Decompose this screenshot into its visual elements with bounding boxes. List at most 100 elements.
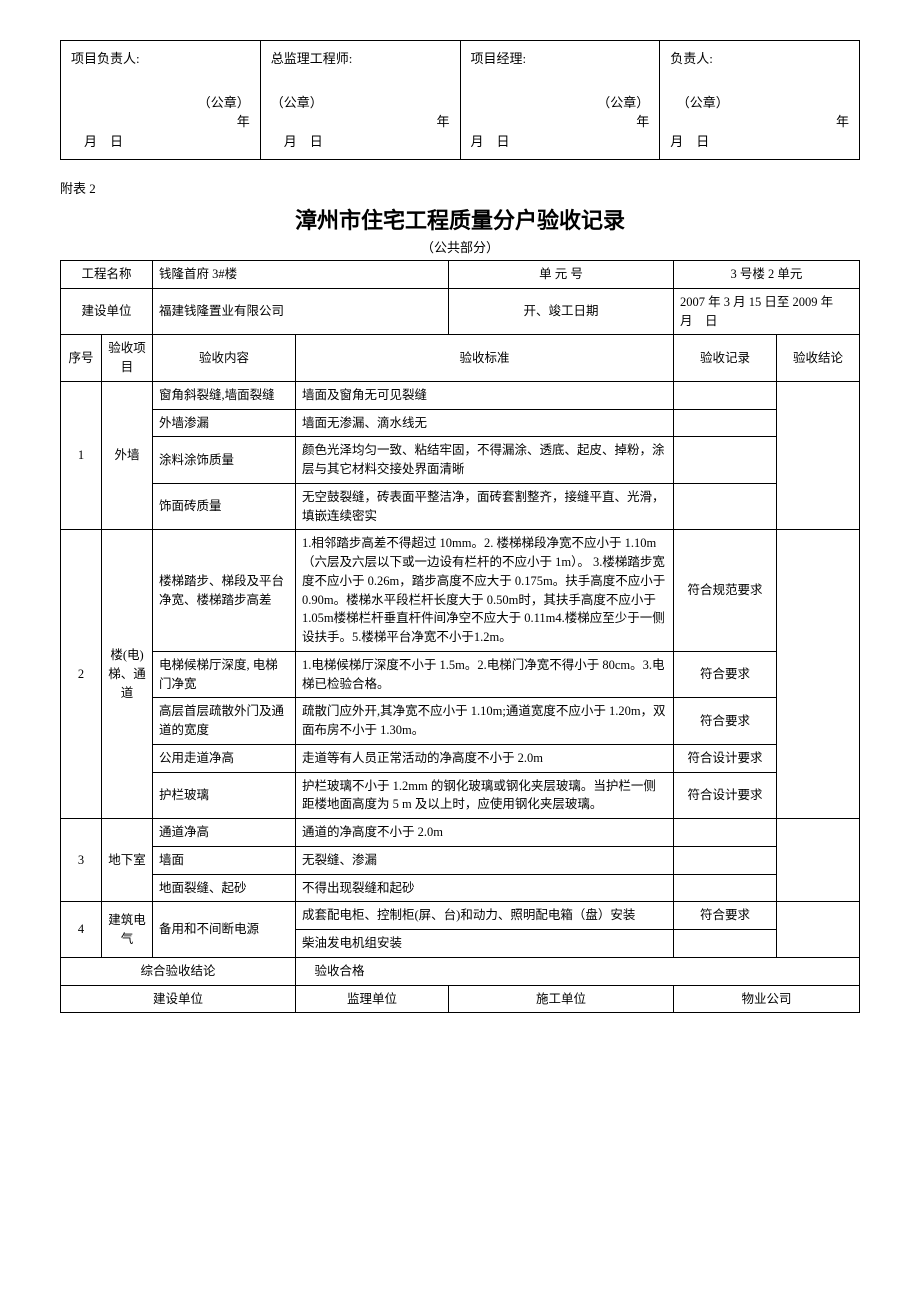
- signature-block: 项目负责人: （公章） 年 月 日 总监理工程师: （公章） 年 月 日 项目经…: [60, 40, 860, 160]
- record-cell: 符合规范要求: [674, 530, 777, 652]
- content-cell: 饰面砖质量: [153, 483, 296, 530]
- content-cell: 楼梯踏步、梯段及平台净宽、楼梯踏步高差: [153, 530, 296, 652]
- header-row-2: 建设单位 福建钱隆置业有限公司 开、竣工日期 2007 年 3 月 15 日至 …: [61, 288, 860, 335]
- record-cell: 符合要求: [674, 902, 777, 930]
- content-cell: 涂料涂饰质量: [153, 437, 296, 484]
- month-2: 月: [284, 134, 297, 149]
- table-row: 饰面砖质量 无空鼓裂缝，砖表面平整洁净，面砖套割整齐，接缝平直、光滑，填嵌连续密…: [61, 483, 860, 530]
- seal-2: （公章）: [271, 93, 450, 113]
- project-name-value: 钱隆首府 3#楼: [153, 261, 449, 289]
- month-4: 月: [670, 134, 683, 149]
- record-cell: 符合要求: [674, 651, 777, 698]
- record-cell: 符合设计要求: [674, 772, 777, 819]
- role-label-4: 负责人:: [670, 49, 849, 69]
- conclusion-cell: [777, 530, 860, 819]
- standard-cell: 走道等有人员正常活动的净高度不小于 2.0m: [296, 744, 674, 772]
- role-label-1: 项目负责人:: [71, 49, 250, 69]
- col-seq: 序号: [61, 335, 102, 382]
- table-row: 外墙渗漏 墙面无渗漏、滴水线无: [61, 409, 860, 437]
- item-3: 地下室: [102, 819, 153, 902]
- seq-2: 2: [61, 530, 102, 819]
- attachment-label: 附表 2: [60, 178, 860, 197]
- content-cell: 备用和不间断电源: [153, 902, 296, 958]
- month-3: 月: [471, 134, 484, 149]
- unit-no-value: 3 号楼 2 单元: [674, 261, 860, 289]
- footer-units-row: 建设单位 监理单位 施工单位 物业公司: [61, 985, 860, 1013]
- col-item: 验收项目: [102, 335, 153, 382]
- record-cell: [674, 930, 777, 958]
- record-cell: [674, 437, 777, 484]
- standard-cell: 1.相邻踏步高差不得超过 10mm。2. 楼梯梯段净宽不应小于 1.10m（六层…: [296, 530, 674, 652]
- overall-label: 综合验收结论: [61, 957, 296, 985]
- table-row: 1 外墙 窗角斜裂缝,墙面裂缝 墙面及窗角无可见裂缝: [61, 381, 860, 409]
- record-cell: [674, 874, 777, 902]
- content-cell: 地面裂缝、起砂: [153, 874, 296, 902]
- footer-unit-4: 物业公司: [674, 985, 860, 1013]
- content-cell: 公用走道净高: [153, 744, 296, 772]
- content-cell: 通道净高: [153, 819, 296, 847]
- content-cell: 电梯候梯厅深度, 电梯门净宽: [153, 651, 296, 698]
- table-row: 涂料涂饰质量 颜色光泽均匀一致、粘结牢固，不得漏涂、透底、起皮、掉粉，涂层与其它…: [61, 437, 860, 484]
- footer-unit-3: 施工单位: [449, 985, 674, 1013]
- standard-cell: 无裂缝、渗漏: [296, 846, 674, 874]
- record-cell: [674, 409, 777, 437]
- record-cell: [674, 819, 777, 847]
- standard-cell: 疏散门应外开,其净宽不应小于 1.10m;通道宽度不应小于 1.20m，双面布房…: [296, 698, 674, 745]
- content-cell: 墙面: [153, 846, 296, 874]
- date-value: 2007 年 3 月 15 日至 2009 年 月 日: [674, 288, 860, 335]
- seal-1: （公章）: [71, 93, 250, 113]
- col-content: 验收内容: [153, 335, 296, 382]
- table-row: 护栏玻璃 护栏玻璃不小于 1.2mm 的钢化玻璃或钢化夹层玻璃。当护栏一侧距楼地…: [61, 772, 860, 819]
- standard-cell: 无空鼓裂缝，砖表面平整洁净，面砖套割整齐，接缝平直、光滑，填嵌连续密实: [296, 483, 674, 530]
- construction-unit-value: 福建钱隆置业有限公司: [153, 288, 449, 335]
- seq-4: 4: [61, 902, 102, 958]
- seal-4: （公章）: [683, 95, 729, 110]
- unit-no-label: 单 元 号: [449, 261, 674, 289]
- standard-cell: 墙面无渗漏、滴水线无: [296, 409, 674, 437]
- standard-cell: 护栏玻璃不小于 1.2mm 的钢化玻璃或钢化夹层玻璃。当护栏一侧距楼地面高度为 …: [296, 772, 674, 819]
- year-1: 年: [237, 114, 250, 129]
- day-3: 日: [497, 134, 510, 149]
- day-1: 日: [110, 134, 123, 149]
- table-row: 墙面 无裂缝、渗漏: [61, 846, 860, 874]
- seq-1: 1: [61, 381, 102, 530]
- record-cell: [674, 846, 777, 874]
- record-cell: 符合要求: [674, 698, 777, 745]
- table-row: 公用走道净高 走道等有人员正常活动的净高度不小于 2.0m 符合设计要求: [61, 744, 860, 772]
- record-cell: 符合设计要求: [674, 744, 777, 772]
- day-4: 日: [696, 134, 709, 149]
- document-title: 漳州市住宅工程质量分户验收记录: [60, 203, 860, 235]
- year-2: 年: [436, 114, 449, 129]
- record-cell: [674, 483, 777, 530]
- conclusion-cell: [777, 381, 860, 530]
- month-1: 月: [84, 134, 97, 149]
- document-subtitle: （公共部分）: [60, 237, 860, 256]
- item-1: 外墙: [102, 381, 153, 530]
- date-label: 开、竣工日期: [449, 288, 674, 335]
- project-name-label: 工程名称: [61, 261, 153, 289]
- col-standard: 验收标准: [296, 335, 674, 382]
- table-row: 电梯候梯厅深度, 电梯门净宽 1.电梯候梯厅深度不小于 1.5m。2.电梯门净宽…: [61, 651, 860, 698]
- standard-cell: 柴油发电机组安装: [296, 930, 674, 958]
- standard-cell: 通道的净高度不小于 2.0m: [296, 819, 674, 847]
- table-row: 3 地下室 通道净高 通道的净高度不小于 2.0m: [61, 819, 860, 847]
- col-record: 验收记录: [674, 335, 777, 382]
- record-cell: [674, 381, 777, 409]
- role-label-2: 总监理工程师:: [271, 49, 450, 69]
- table-row: 地面裂缝、起砂 不得出现裂缝和起砂: [61, 874, 860, 902]
- standard-cell: 1.电梯候梯厅深度不小于 1.5m。2.电梯门净宽不得小于 80cm。3.电梯已…: [296, 651, 674, 698]
- year-3: 年: [636, 114, 649, 129]
- table-row: 4 建筑电气 备用和不间断电源 成套配电柜、控制柜(屏、台)和动力、照明配电箱（…: [61, 902, 860, 930]
- footer-unit-2: 监理单位: [296, 985, 449, 1013]
- conclusion-cell: [777, 819, 860, 902]
- content-cell: 高层首层疏散外门及通道的宽度: [153, 698, 296, 745]
- header-row-1: 工程名称 钱隆首府 3#楼 单 元 号 3 号楼 2 单元: [61, 261, 860, 289]
- column-header-row: 序号 验收项目 验收内容 验收标准 验收记录 验收结论: [61, 335, 860, 382]
- table-row: 2 楼(电)梯、通道 楼梯踏步、梯段及平台净宽、楼梯踏步高差 1.相邻踏步高差不…: [61, 530, 860, 652]
- content-cell: 护栏玻璃: [153, 772, 296, 819]
- conclusion-cell: [777, 902, 860, 958]
- day-2: 日: [310, 134, 323, 149]
- seal-3: （公章）: [471, 93, 650, 113]
- overall-row: 综合验收结论 验收合格: [61, 957, 860, 985]
- overall-value: 验收合格: [296, 957, 860, 985]
